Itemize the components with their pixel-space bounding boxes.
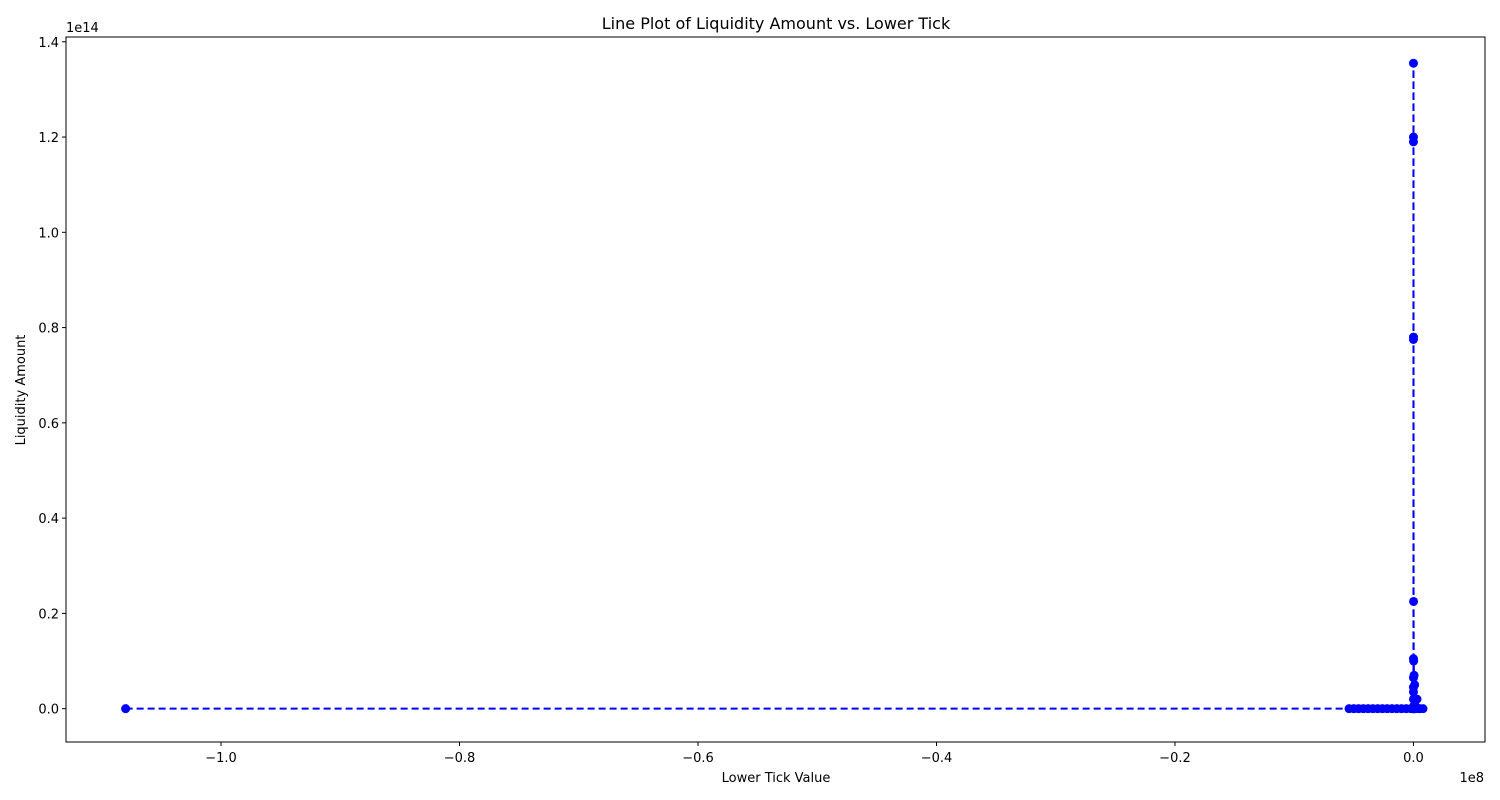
x-axis-ticks: −1.0 −0.8 −0.6 −0.4 −0.2 0.0	[205, 742, 1424, 766]
data-point	[1408, 654, 1418, 664]
data-point	[1408, 58, 1418, 68]
y-tick-label: 0.6	[38, 417, 59, 432]
y-tick-label: 0.0	[38, 703, 59, 718]
data-point	[1418, 704, 1428, 714]
y-tick-label: 1.2	[38, 131, 59, 146]
data-point	[1408, 687, 1418, 697]
x-tick-label: 0.0	[1403, 751, 1424, 766]
y-tick-label: 1.0	[38, 226, 59, 241]
y-axis-label: Liquidity Amount	[14, 335, 29, 446]
axes-frame	[65, 36, 1486, 743]
series-line	[125, 63, 1423, 710]
x-tick-label: −0.6	[682, 751, 714, 766]
x-tick-label: −0.8	[444, 751, 476, 766]
x-axis-label: Lower Tick Value	[722, 771, 831, 786]
y-tick-label: 0.2	[38, 607, 59, 622]
data-point	[1408, 137, 1418, 147]
plot-area	[121, 58, 1428, 714]
data-point	[1409, 596, 1419, 606]
x-tick-label: −0.2	[1159, 751, 1191, 766]
data-point	[1408, 673, 1418, 683]
y-tick-label: 0.8	[38, 322, 59, 337]
x-axis-offset-text: 1e8	[1459, 771, 1484, 786]
chart-title: Line Plot of Liquidity Amount vs. Lower …	[602, 14, 951, 33]
data-point	[121, 704, 131, 714]
data-point	[1408, 694, 1418, 704]
y-tick-label: 0.4	[38, 512, 59, 527]
y-axis-ticks: 0.0 0.2 0.4 0.6 0.8 1.0 1.2 1.4	[38, 36, 66, 718]
y-axis-offset-text: 1e14	[66, 21, 99, 36]
x-tick-label: −0.4	[921, 751, 953, 766]
x-tick-label: −1.0	[205, 751, 237, 766]
data-point	[1408, 334, 1418, 344]
y-tick-label: 1.4	[38, 36, 59, 51]
